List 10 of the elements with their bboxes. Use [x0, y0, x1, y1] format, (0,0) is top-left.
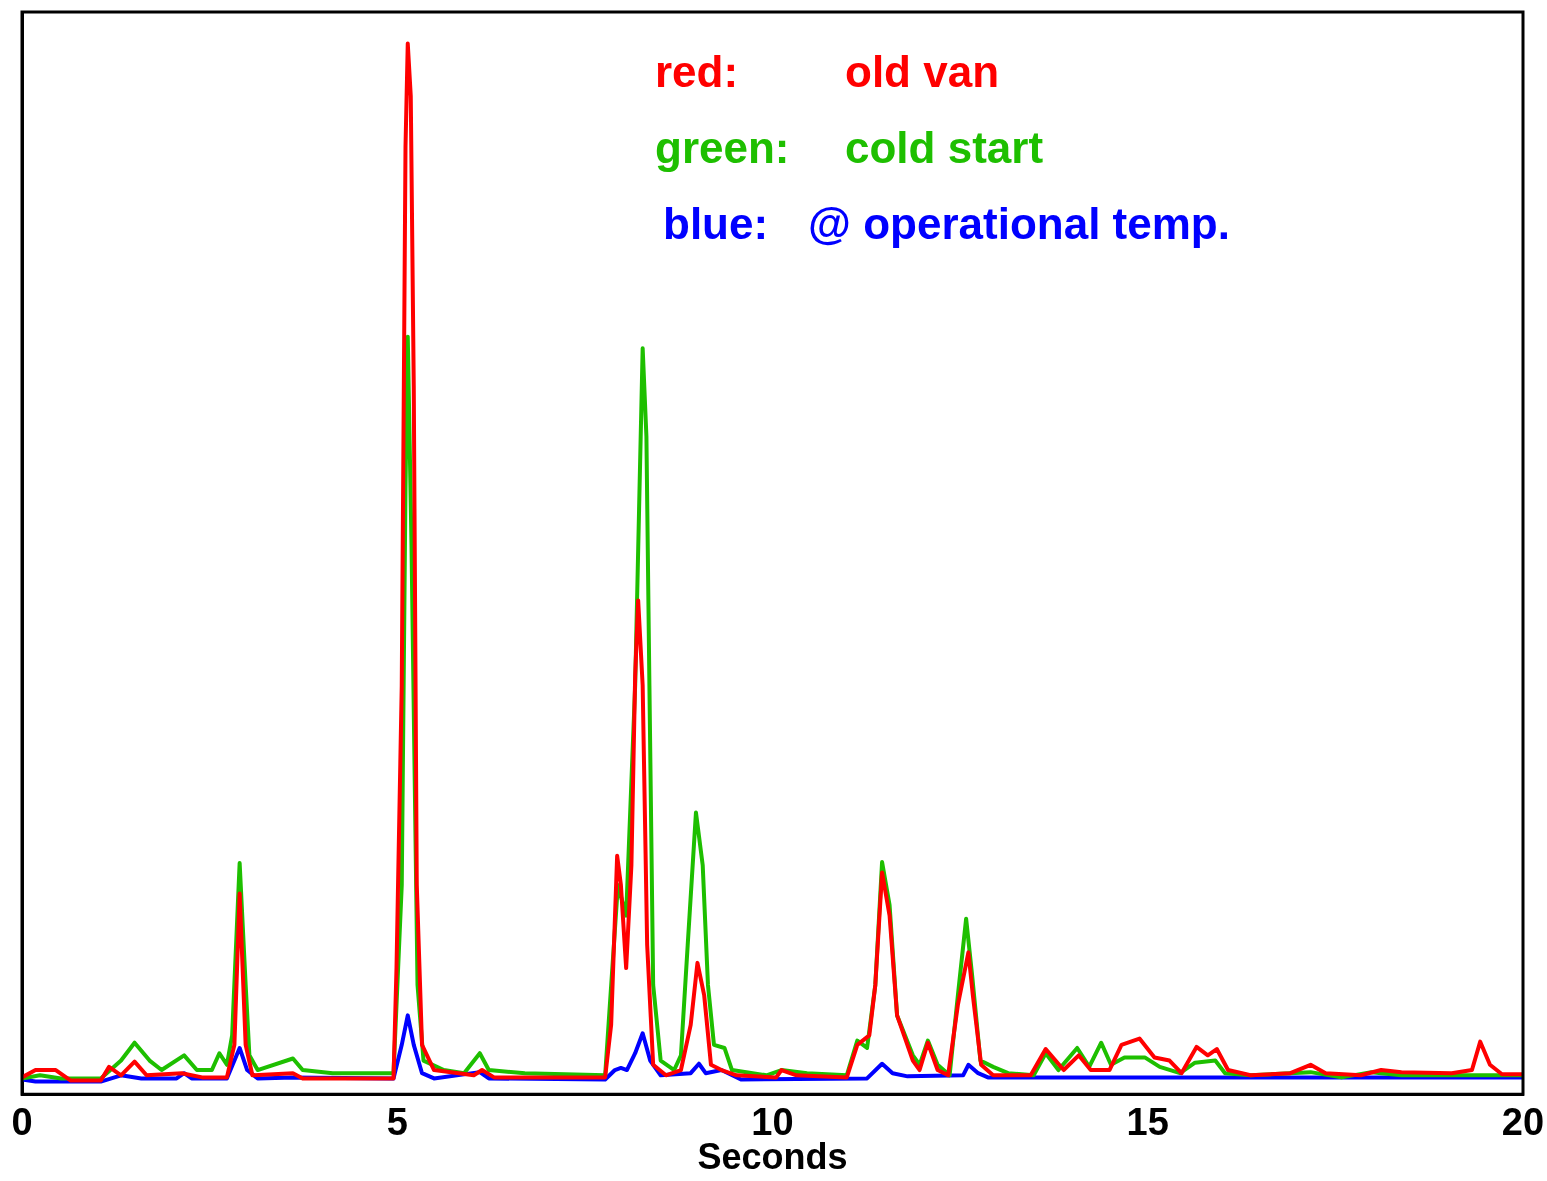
annotation: red:: [655, 46, 740, 98]
x-tick-label: 5: [386, 1101, 408, 1144]
annotation: blue:: [663, 198, 769, 250]
text: @ operational temp.: [808, 199, 1230, 248]
text: old van: [845, 47, 1000, 96]
x-tick-label: 15: [1126, 1101, 1169, 1144]
x-tick-label: 0: [11, 1101, 33, 1144]
text: cold start: [845, 123, 1044, 172]
x-tick-label: 20: [1501, 1101, 1545, 1144]
annotation: green:: [655, 122, 791, 174]
